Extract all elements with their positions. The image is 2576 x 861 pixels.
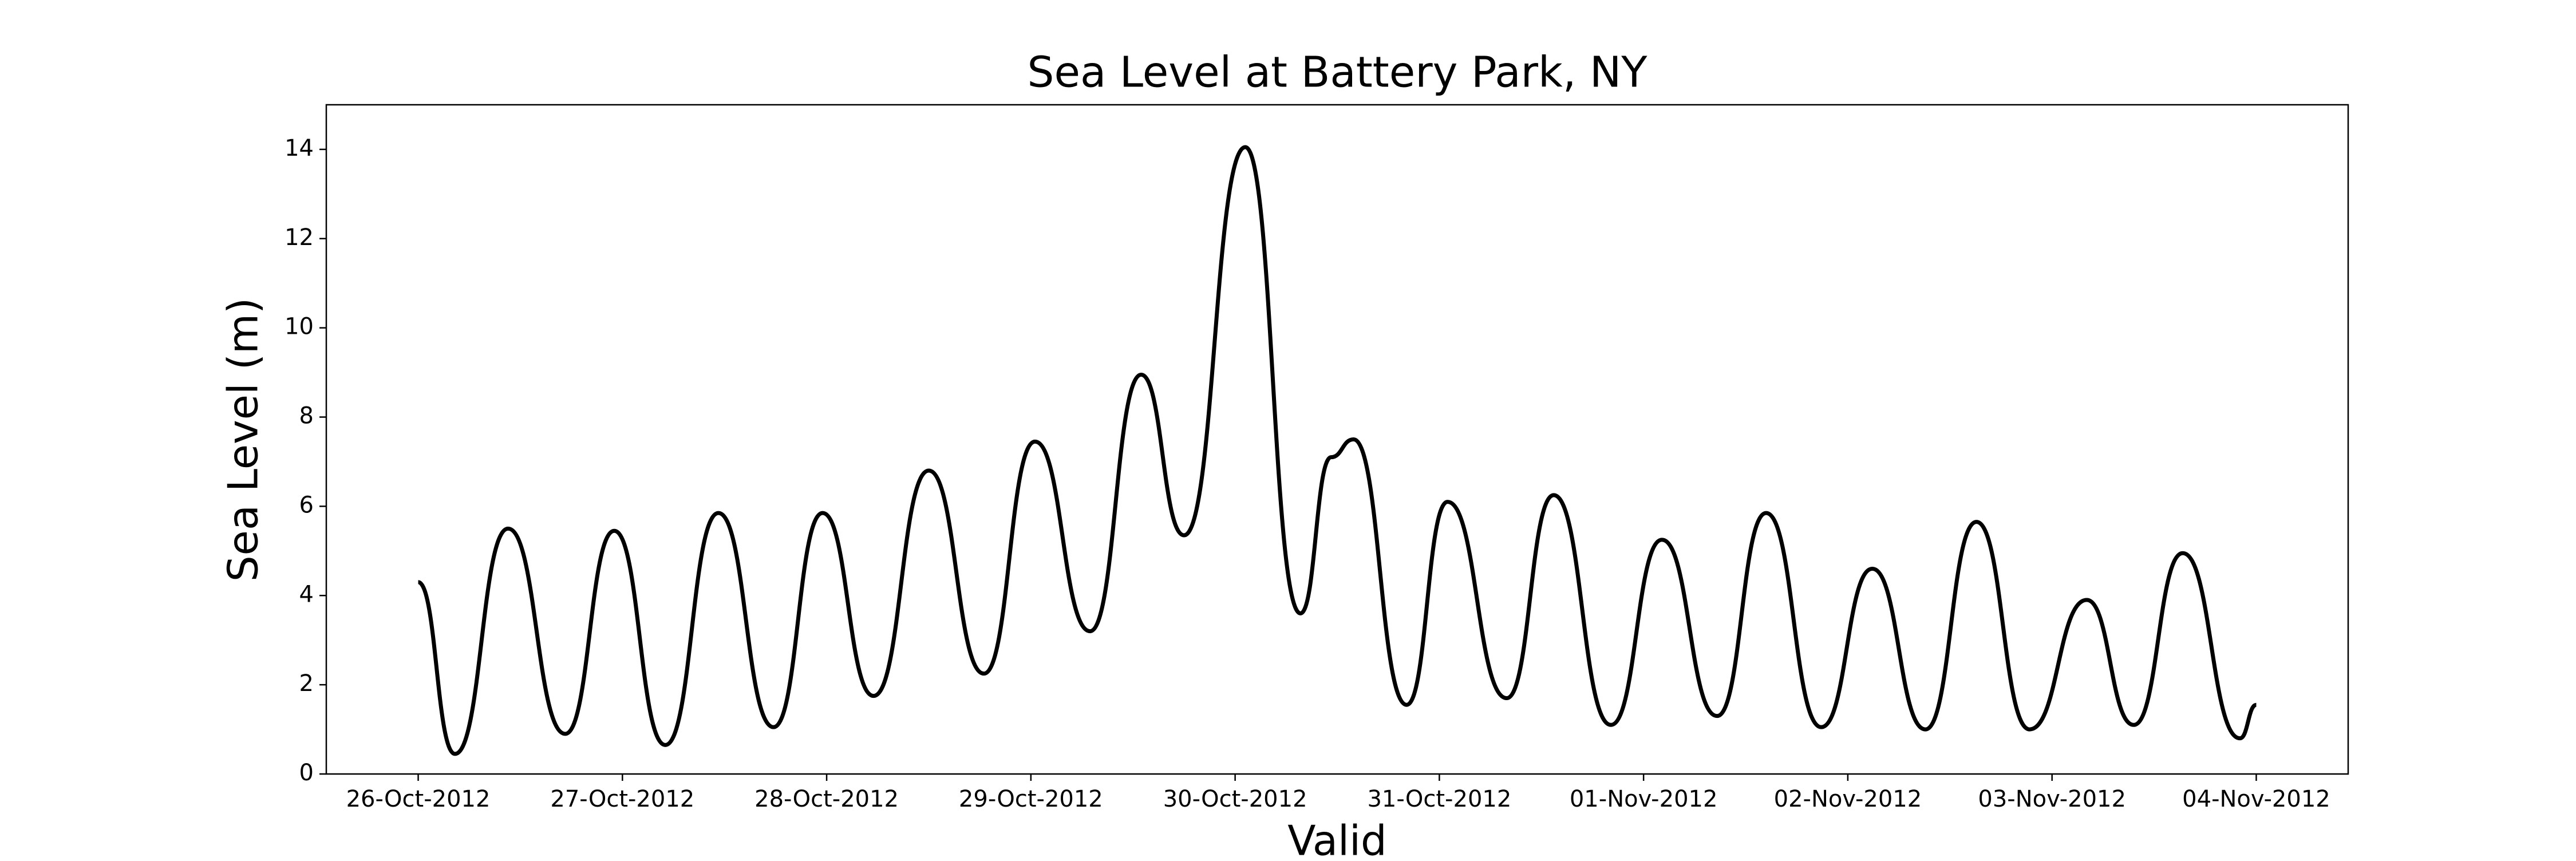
x-tick-label: 28-Oct-2012: [754, 786, 899, 812]
y-axis-label: Sea Level (m): [219, 298, 267, 582]
y-tick-label: 8: [299, 403, 314, 429]
plot-frame: [325, 104, 2349, 775]
x-tick-label: 30-Oct-2012: [1163, 786, 1307, 812]
data-line: [417, 145, 2257, 756]
x-tick-label: 31-Oct-2012: [1367, 786, 1511, 812]
y-tick-label: 14: [285, 135, 314, 161]
x-tick-label: 04-Nov-2012: [2182, 786, 2330, 812]
chart-title: Sea Level at Battery Park, NY: [1027, 48, 1647, 97]
x-tick-label: 26-Oct-2012: [346, 786, 491, 812]
x-tick-label: 27-Oct-2012: [550, 786, 694, 812]
x-tick-label: 03-Nov-2012: [1978, 786, 2126, 812]
y-tick-label: 0: [299, 760, 314, 786]
y-tick-label: 2: [299, 670, 314, 697]
x-axis-label: Valid: [1287, 817, 1387, 859]
x-tick-label: 02-Nov-2012: [1774, 786, 1922, 812]
y-tick-label: 4: [299, 581, 314, 607]
y-tick-label: 12: [285, 224, 314, 251]
y-tick-label: 10: [285, 314, 314, 340]
y-tick-label: 6: [299, 492, 314, 518]
x-tick-label: 01-Nov-2012: [1570, 786, 1718, 812]
x-tick-label: 29-Oct-2012: [959, 786, 1103, 812]
